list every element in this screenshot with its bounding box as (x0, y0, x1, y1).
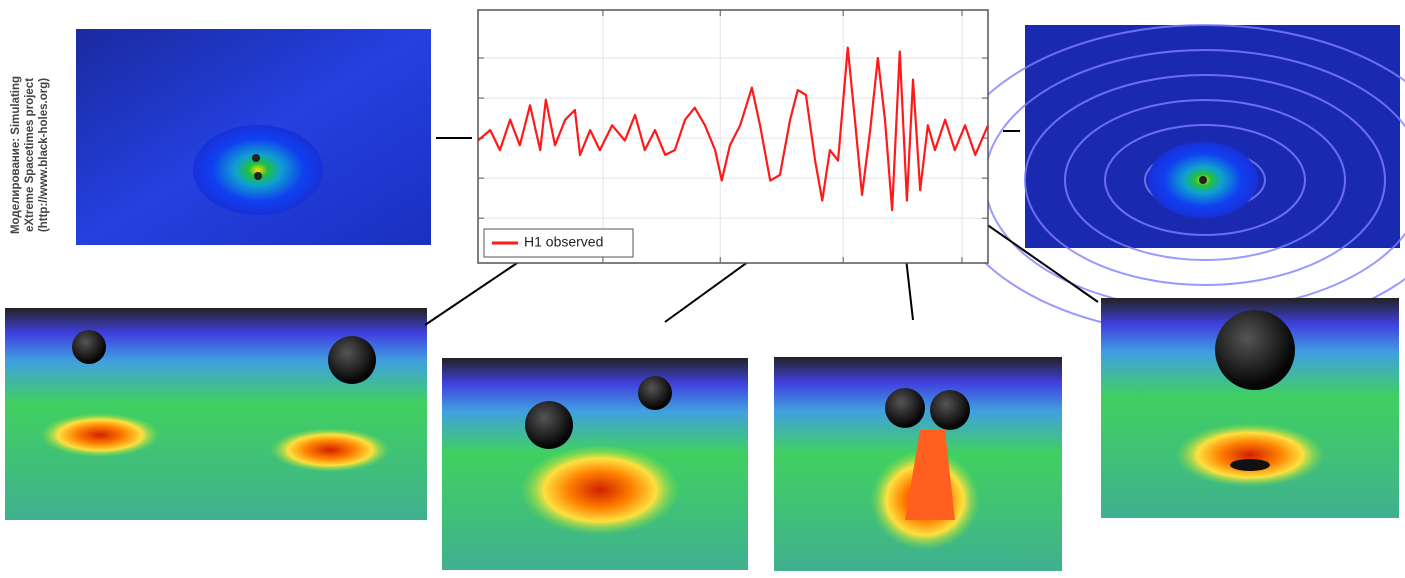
credit-line: Моделирование: Simulating (10, 76, 22, 234)
simulation-image (5, 308, 427, 520)
credit-line: eXtreme Spacetimes project (24, 78, 36, 232)
simulation-image (774, 357, 1062, 571)
simulation-image (76, 29, 431, 245)
simulation-image (442, 358, 748, 570)
legend-label: H1 observed (524, 234, 603, 250)
strain-chart: H1 observed (477, 9, 990, 264)
credit-line: (http://www.black-holes.org) (38, 78, 50, 232)
data-line (477, 46, 990, 212)
plot-frame (477, 9, 989, 264)
credit: Моделирование: Simulating eXtreme Spacet… (10, 76, 50, 234)
simulation-image (1101, 298, 1399, 518)
simulation-image (944, 24, 1405, 336)
